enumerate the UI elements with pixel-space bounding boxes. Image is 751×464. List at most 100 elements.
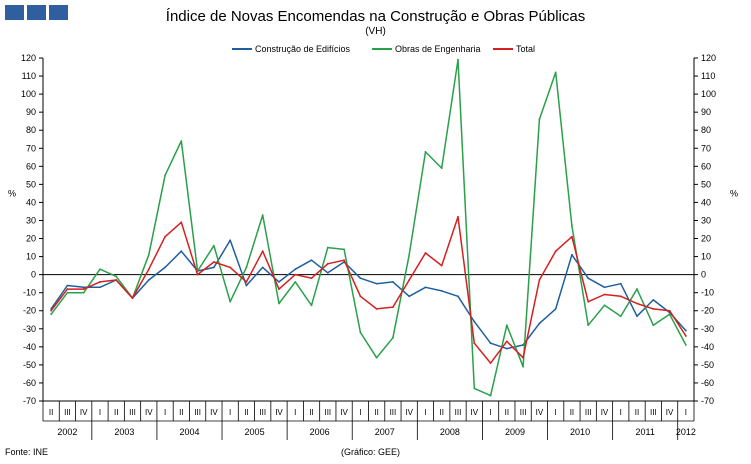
- data-point: [619, 295, 622, 298]
- x-tick-label: I: [555, 408, 557, 417]
- data-point: [359, 295, 362, 298]
- data-point: [571, 253, 573, 256]
- data-point: [212, 261, 215, 263]
- data-point: [278, 302, 280, 305]
- data-point: [326, 271, 329, 274]
- source-note: Fonte: INE: [5, 447, 49, 457]
- brand-logo-block: [27, 5, 46, 20]
- data-point: [473, 342, 476, 345]
- data-point: [424, 286, 427, 289]
- data-point: [538, 279, 541, 281]
- x-tick-label: III: [64, 408, 71, 417]
- data-point: [457, 295, 459, 298]
- x-tick-label: II: [49, 408, 53, 417]
- x-tick-label: III: [129, 408, 136, 417]
- data-point: [294, 273, 297, 276]
- legend-label: Obras de Engenharia: [395, 44, 481, 54]
- y-tick-label-right: 20: [701, 234, 711, 244]
- data-point: [652, 308, 655, 310]
- y-tick-label-left: 70: [26, 143, 36, 153]
- y-tick-label-right: 80: [701, 125, 711, 135]
- x-tick-label: I: [685, 408, 687, 417]
- data-point: [180, 250, 183, 253]
- data-point: [229, 266, 232, 269]
- x-tick-label: IV: [145, 408, 153, 417]
- data-point: [603, 286, 606, 289]
- x-tick-label: III: [194, 408, 201, 417]
- y-tick-label-right: 40: [701, 197, 711, 207]
- data-point: [343, 259, 345, 262]
- data-point: [164, 266, 166, 269]
- y-tick-label-left: 0: [31, 270, 36, 280]
- x-tick-label: IV: [80, 408, 88, 417]
- year-label: 2004: [179, 427, 199, 437]
- y-tick-label-right: -70: [701, 396, 714, 406]
- x-tick-label: III: [455, 408, 462, 417]
- y-axis-label-left: %: [8, 188, 16, 198]
- x-tick-label: II: [309, 408, 313, 417]
- data-point: [66, 284, 69, 287]
- data-point: [636, 302, 638, 305]
- data-point: [326, 262, 329, 265]
- data-point: [99, 280, 101, 283]
- y-tick-label-right: 100: [701, 89, 716, 99]
- y-tick-label-right: 110: [701, 71, 715, 81]
- data-point: [587, 277, 590, 280]
- data-point: [261, 266, 264, 269]
- y-tick-label-left: 90: [26, 107, 36, 117]
- data-point: [636, 288, 638, 290]
- year-label: 2005: [245, 427, 265, 437]
- y-tick-label-left: 100: [21, 89, 36, 99]
- data-point: [603, 293, 606, 296]
- series-line: [50, 59, 687, 397]
- data-point: [196, 273, 199, 276]
- y-tick-label-right: -10: [701, 288, 714, 298]
- data-point: [489, 362, 492, 364]
- x-tick-label: I: [359, 408, 361, 417]
- y-tick-label-left: 80: [26, 125, 36, 135]
- data-point: [571, 224, 573, 227]
- y-tick-label-right: 0: [701, 270, 706, 280]
- x-tick-label: II: [570, 408, 574, 417]
- data-point: [343, 248, 345, 251]
- data-point: [115, 279, 118, 281]
- data-point: [392, 336, 394, 339]
- y-tick-label-right: -50: [701, 360, 714, 370]
- y-tick-label-left: 30: [26, 215, 36, 225]
- y-axis-label-right: %: [730, 188, 738, 198]
- x-tick-label: III: [650, 408, 657, 417]
- x-tick-label: IV: [601, 408, 609, 417]
- data-point: [587, 324, 590, 327]
- data-point: [245, 284, 248, 287]
- x-tick-label: III: [585, 408, 592, 417]
- brand-logo-block: [49, 5, 68, 20]
- chart-subtitle: (VH): [365, 26, 386, 37]
- y-tick-label-right: 120: [701, 53, 716, 63]
- data-point: [99, 286, 101, 289]
- data-point: [684, 344, 687, 346]
- data-point: [684, 329, 687, 332]
- data-point: [375, 282, 378, 285]
- data-point: [505, 340, 508, 343]
- data-point: [375, 356, 378, 359]
- series-line: [50, 239, 687, 350]
- data-point: [375, 308, 378, 310]
- data-point: [457, 58, 459, 61]
- data-point: [359, 331, 362, 334]
- data-point: [66, 288, 69, 290]
- x-tick-label: II: [635, 408, 639, 417]
- data-point: [278, 280, 280, 283]
- year-label: 2010: [570, 427, 590, 437]
- legend-label: Construção de Edifícios: [255, 44, 351, 54]
- chart-title: Índice de Novas Encomendas na Construção…: [165, 8, 586, 25]
- data-point: [229, 239, 232, 242]
- y-tick-label-right: -40: [701, 342, 714, 352]
- data-point: [392, 306, 394, 309]
- data-point: [668, 309, 671, 312]
- chart-credit: (Gráfico: GEE): [341, 447, 401, 457]
- data-point: [489, 342, 492, 345]
- y-tick-label-right: 90: [701, 107, 711, 117]
- data-point: [457, 215, 459, 218]
- y-tick-label-right: 50: [701, 179, 711, 189]
- data-point: [66, 291, 69, 294]
